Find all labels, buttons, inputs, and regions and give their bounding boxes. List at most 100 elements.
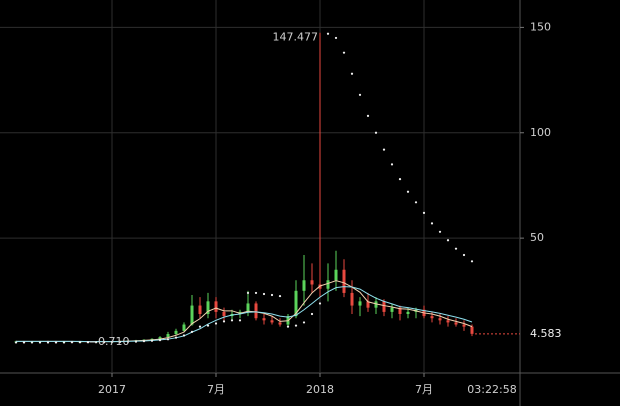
sar-dot: [14, 341, 18, 344]
candle-body: [294, 290, 298, 317]
candle-body: [342, 269, 346, 293]
candle-body: [366, 301, 370, 308]
sar-dot: [222, 320, 226, 323]
sar-dot: [254, 291, 258, 295]
candle-body: [446, 320, 450, 323]
candle-body: [270, 320, 274, 323]
sar-dot: [390, 163, 394, 166]
candle-body: [310, 280, 314, 285]
candle-body: [166, 334, 170, 338]
sar-dot: [294, 324, 298, 327]
sar-dot: [22, 341, 26, 344]
sar-dot: [398, 178, 402, 181]
x-tick-label: 7月: [415, 383, 433, 396]
candle-body: [374, 301, 378, 308]
candle-body: [214, 301, 218, 312]
sar-dot: [318, 302, 322, 305]
sar-dot: [134, 340, 138, 343]
sar-dot: [158, 339, 162, 342]
sar-dot: [174, 336, 178, 339]
candle-body: [438, 318, 442, 321]
sar-dot: [126, 340, 130, 343]
sar-dot: [366, 114, 370, 118]
sar-dot: [422, 211, 426, 214]
candle-body: [454, 322, 458, 325]
candle-body: [382, 301, 386, 312]
candle-body: [150, 338, 154, 340]
candle-body: [358, 301, 362, 306]
sar-dot: [30, 341, 34, 344]
candle-body: [222, 311, 226, 317]
sar-dot: [382, 148, 386, 151]
max-label: 147.477: [273, 31, 319, 44]
candle-body: [462, 324, 466, 327]
sar-dot: [302, 321, 306, 324]
candle-body: [390, 307, 394, 312]
x-tick-label: 7月: [207, 383, 225, 396]
sar-dot: [414, 201, 418, 204]
candle-body: [350, 292, 354, 306]
sar-dot: [62, 341, 66, 344]
sar-dot: [358, 93, 362, 96]
candle-body: [254, 303, 258, 319]
sar-dot: [86, 341, 90, 344]
candle-body: [190, 305, 194, 325]
sar-dot: [230, 319, 234, 322]
sar-dot: [70, 341, 74, 344]
sar-dot: [142, 340, 146, 343]
sar-dot: [310, 312, 314, 316]
sar-dot: [54, 341, 58, 344]
sar-dot: [446, 239, 450, 242]
sar-dot: [118, 340, 122, 344]
candle-body: [470, 326, 474, 334]
y-tick-label: 100: [530, 126, 551, 139]
sar-dot: [102, 341, 106, 344]
sar-dot: [438, 230, 442, 233]
sar-dot: [342, 51, 346, 54]
candle-body: [182, 324, 186, 331]
sar-dot: [470, 260, 474, 263]
sar-dot: [110, 340, 114, 344]
sar-dot: [270, 293, 274, 297]
sar-dot: [246, 291, 250, 295]
sar-dot: [262, 292, 266, 296]
sar-dot: [78, 341, 82, 344]
sar-dot: [350, 72, 354, 75]
candle-body: [198, 305, 202, 314]
sar-dot: [286, 325, 290, 328]
candle-body: [246, 303, 250, 312]
sar-dot: [150, 339, 154, 342]
sar-dot: [38, 341, 42, 344]
candle-body: [158, 337, 162, 339]
sar-dot: [238, 319, 242, 322]
sar-dot: [374, 131, 378, 134]
candle-body: [174, 330, 178, 335]
x-tick-label: 2017: [98, 383, 126, 396]
sar-dot: [462, 253, 466, 257]
candle-body: [262, 318, 266, 321]
sar-dot: [206, 324, 210, 327]
candle-body: [334, 269, 338, 281]
sar-dot: [166, 338, 170, 341]
sar-dot: [326, 32, 330, 35]
sar-dot: [454, 247, 458, 250]
candle-body: [302, 280, 306, 291]
candle-body: [206, 301, 210, 314]
sar-dot: [214, 322, 218, 325]
y-tick-label: 50: [530, 231, 544, 244]
candle-body: [406, 311, 410, 314]
sar-dot: [334, 36, 338, 40]
sar-dot: [278, 294, 282, 298]
sar-dot: [198, 325, 202, 328]
candle-body: [326, 280, 330, 289]
sar-dot: [182, 334, 186, 337]
min-label: 0.710: [98, 335, 130, 348]
last-price-label: 4.583: [530, 327, 562, 340]
sar-dot: [430, 222, 434, 225]
y-tick-label: 150: [530, 20, 551, 33]
sar-dot: [190, 330, 194, 334]
candle-body: [430, 316, 434, 319]
candle-body: [398, 307, 402, 314]
